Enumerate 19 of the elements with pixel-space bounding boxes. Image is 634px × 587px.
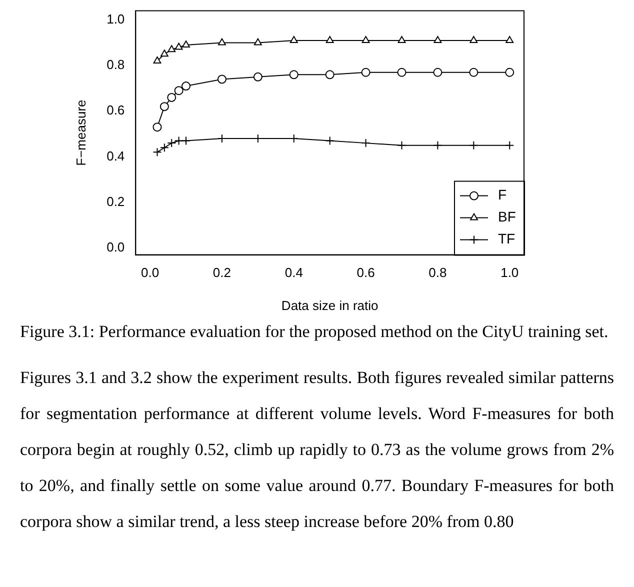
x-tick-label: 0.2 [212, 265, 232, 280]
y-tick-label: 0.2 [106, 194, 125, 209]
y-tick-label: 1.0 [106, 12, 125, 26]
legend-label: F [498, 186, 507, 203]
y-tick-label: 0.0 [106, 240, 125, 255]
x-tick-label: 0.0 [141, 265, 160, 280]
y-tick-label: 0.8 [106, 57, 125, 72]
y-axis-title: F−measure [73, 100, 88, 166]
legend-label: BF [498, 208, 516, 225]
x-tick-label: 0.4 [284, 265, 303, 280]
x-tick-label: 1.0 [500, 265, 519, 280]
x-tick-label: 0.8 [428, 265, 447, 280]
legend-label: TF [498, 230, 516, 247]
x-axis-title: Data size in ratio [281, 298, 378, 313]
y-tick-label: 0.6 [106, 102, 125, 118]
caption: Figure 3.1: Performance evaluation for the proposed method on the CityU training set. [20, 321, 610, 343]
x-tick-label: 0.6 [356, 265, 375, 280]
text: Figures 3.1 and 3.2 show the experiment results. Both figures revealed similar patterns for segmentation performance at different volume levels. Word F-measures for both corpora begin at roughly 0.52, climb up rapidly to 0.73 as the volume grows from 2% to 20%, and finally settle on some value around 0.77. Boundary F-measures for both corpora show a similar trend, a less steep increase before 20% from 0.80 [20, 367, 614, 533]
y-tick-label: 0.4 [106, 148, 125, 164]
